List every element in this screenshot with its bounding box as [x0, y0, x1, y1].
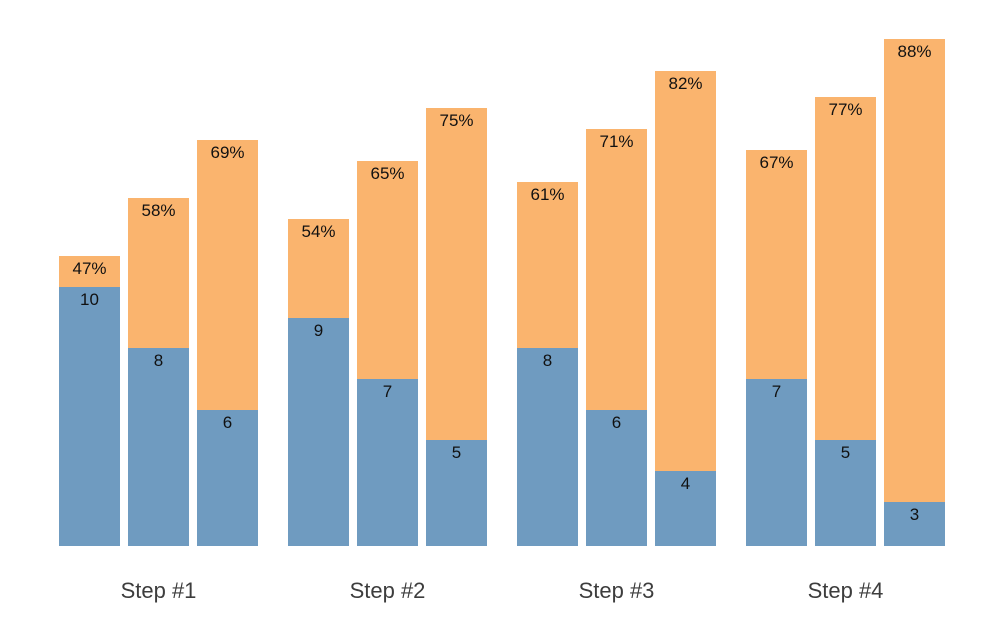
stacked-bar: 88% 3	[884, 39, 945, 546]
bar-top-segment	[815, 97, 876, 440]
bar-bottom-segment	[59, 287, 120, 546]
bar-value-label: 6	[611, 413, 622, 432]
bar-value-label: 3	[909, 505, 920, 524]
bar-value-label: 10	[80, 290, 99, 309]
stacked-bar: 77% 5	[815, 97, 876, 546]
bar-pct-label: 88%	[897, 42, 932, 61]
x-axis-label-step-2: Step #2	[349, 578, 426, 603]
bar-value-label: 5	[840, 443, 851, 462]
bar-bottom-segment	[746, 379, 807, 546]
bar-bottom-segment	[288, 318, 349, 546]
x-axis-label-step-1: Step #1	[120, 578, 197, 603]
x-axis-label-step-4: Step #4	[807, 578, 884, 603]
bar-bottom-segment	[517, 348, 578, 546]
bar-bottom-segment	[815, 440, 876, 546]
bar-value-label: 7	[382, 382, 393, 401]
bar-value-label: 8	[542, 351, 553, 370]
bar-bottom-segment	[197, 410, 258, 546]
bar-bottom-segment	[128, 348, 189, 546]
bar-pct-label: 71%	[599, 132, 634, 151]
bar-value-label: 5	[451, 443, 462, 462]
bar-top-segment	[517, 182, 578, 348]
x-axis-label-step-3: Step #3	[578, 578, 655, 603]
bar-value-label: 8	[153, 351, 164, 370]
bar-bottom-segment	[357, 379, 418, 546]
bar-pct-label: 82%	[668, 74, 703, 93]
bar-top-segment	[586, 129, 647, 410]
bar-pct-label: 67%	[759, 153, 794, 172]
bar-pct-label: 58%	[141, 201, 176, 220]
bar-top-segment	[128, 198, 189, 348]
stacked-bar: 58% 8	[128, 198, 189, 546]
bar-top-segment	[357, 161, 418, 379]
stacked-bar: 67% 7	[746, 150, 807, 546]
bar-pct-label: 69%	[210, 143, 245, 162]
bar-pct-label: 61%	[530, 185, 565, 204]
stacked-bar: 71% 6	[586, 129, 647, 546]
bar-value-label: 7	[771, 382, 782, 401]
bar-value-label: 6	[222, 413, 233, 432]
bar-pct-label: 65%	[370, 164, 405, 183]
bar-bottom-segment	[655, 471, 716, 546]
bar-pct-label: 75%	[439, 111, 474, 130]
bar-top-segment	[59, 256, 120, 287]
bar-top-segment	[746, 150, 807, 379]
bar-top-segment	[197, 140, 258, 410]
stacked-bar: 47% 10	[59, 256, 120, 546]
bar-top-segment	[655, 71, 716, 471]
stacked-bar: 54% 9	[288, 219, 349, 546]
bar-bottom-segment	[884, 502, 945, 546]
stacked-bar: 82% 4	[655, 71, 716, 546]
stacked-bar: 75% 5	[426, 108, 487, 546]
bar-pct-label: 77%	[828, 100, 863, 119]
bar-bottom-segment	[426, 440, 487, 546]
bar-top-segment	[884, 39, 945, 502]
bar-pct-label: 47%	[72, 259, 107, 278]
bar-bottom-segment	[586, 410, 647, 546]
stacked-bar: 61% 8	[517, 182, 578, 546]
bar-value-label: 4	[680, 474, 691, 493]
stacked-bar: 69% 6	[197, 140, 258, 546]
stacked-bar: 65% 7	[357, 161, 418, 546]
bar-pct-label: 54%	[301, 222, 336, 241]
bar-top-segment	[426, 108, 487, 440]
bar-value-label: 9	[313, 321, 324, 340]
bar-top-segment	[288, 219, 349, 318]
